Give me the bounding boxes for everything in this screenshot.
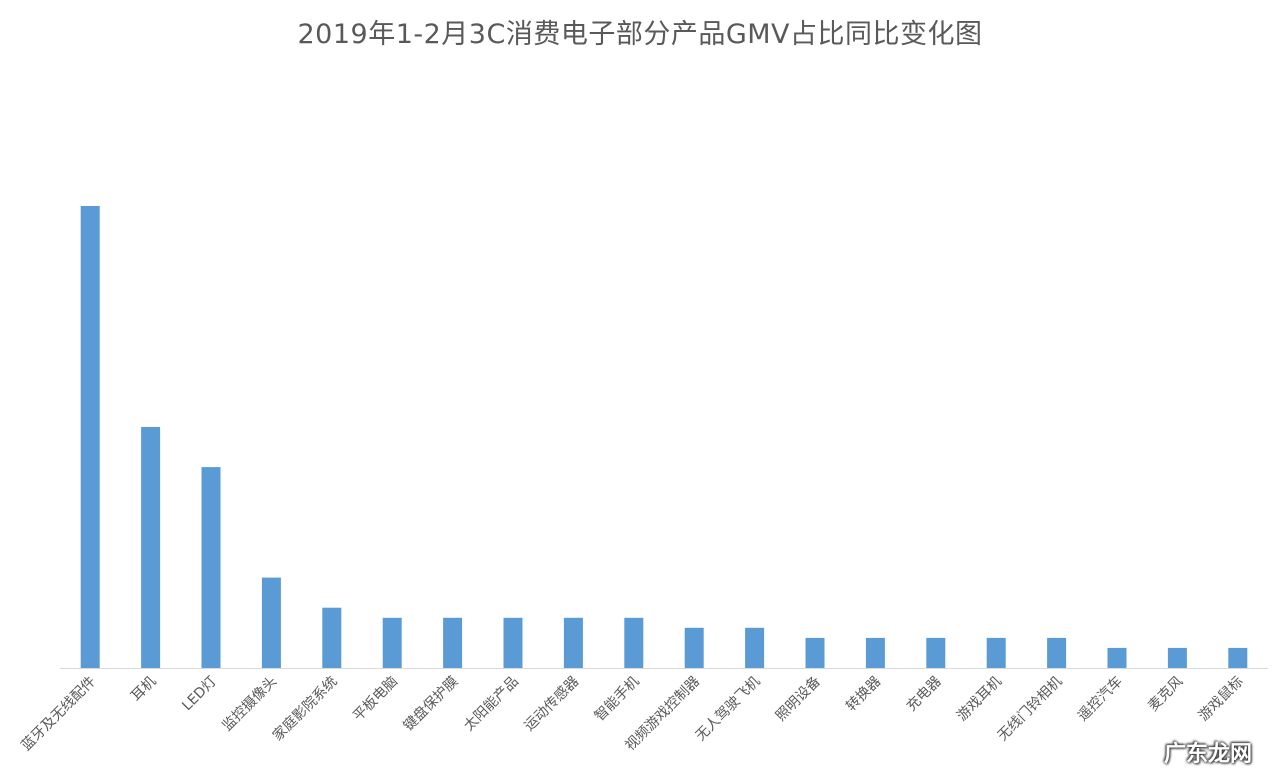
- category-label: 游戏鼠标: [1196, 674, 1247, 725]
- category-label: LED灯: [179, 674, 220, 715]
- bar-3: [261, 577, 281, 668]
- category-label: 无线门铃相机: [995, 674, 1066, 745]
- bar-4: [322, 607, 342, 668]
- bar-8: [563, 617, 583, 668]
- bar-10: [684, 627, 704, 668]
- category-label: 照明设备: [772, 673, 824, 725]
- bar-11: [745, 627, 765, 668]
- bar-5: [382, 617, 402, 668]
- category-label: 耳机: [128, 674, 159, 705]
- bar-19: [1228, 647, 1248, 668]
- category-label: 太阳能产品: [461, 674, 522, 735]
- bar-0: [80, 206, 100, 668]
- category-label: 遥控汽车: [1074, 673, 1126, 725]
- category-label: 家庭影院系统: [269, 673, 340, 744]
- category-label: 平板电脑: [350, 674, 401, 725]
- bar-17: [1107, 647, 1127, 668]
- category-label: 智能手机: [592, 674, 643, 725]
- category-label: 蓝牙及无线配件: [18, 674, 99, 755]
- bar-7: [503, 617, 523, 668]
- bar-12: [805, 637, 825, 668]
- category-label: 游戏耳机: [954, 674, 1005, 725]
- category-label: 转换器: [843, 673, 885, 715]
- bar-9: [624, 617, 644, 668]
- bar-15: [986, 637, 1006, 668]
- category-label: 键盘保护膜: [400, 673, 462, 735]
- category-label: 监控摄像头: [219, 674, 280, 735]
- watermark-logo: 广东龙网: [1163, 742, 1252, 767]
- chart-title: 2019年1-2月3C消费电子部分产品GMV占比同比变化图: [297, 19, 983, 50]
- bar-18: [1167, 647, 1187, 668]
- bar-13: [865, 637, 885, 668]
- category-label: 麦克风: [1145, 674, 1186, 715]
- bar-6: [443, 617, 463, 668]
- category-label: 无人驾驶飞机: [693, 674, 764, 745]
- bar-16: [1047, 637, 1067, 668]
- bar-1: [141, 427, 161, 668]
- category-label: 充电器: [904, 674, 945, 715]
- bar-group: [80, 206, 1248, 668]
- category-label: 运动传感器: [521, 673, 583, 735]
- bar-2: [201, 467, 221, 668]
- bar-14: [926, 637, 946, 668]
